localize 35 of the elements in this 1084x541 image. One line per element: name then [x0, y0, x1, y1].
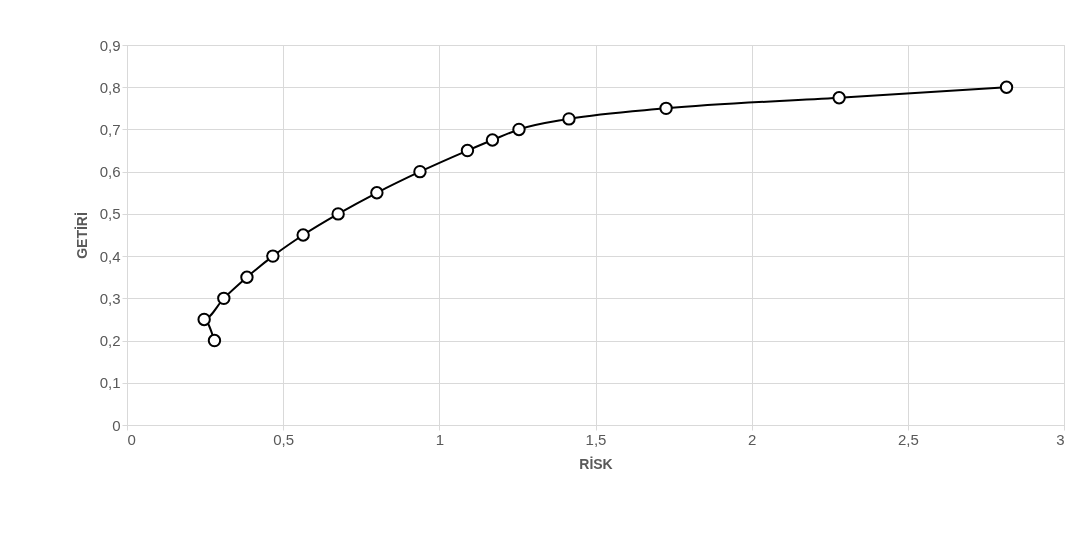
- y-tick-label: 0,7: [99, 120, 121, 138]
- y-tick-label: 0,4: [99, 247, 121, 265]
- point: [217, 291, 231, 306]
- point: [197, 312, 211, 327]
- point: [562, 112, 576, 126]
- x-tick-label: 0: [127, 430, 136, 448]
- x-tick-label: 1: [435, 430, 445, 448]
- y-tick-label: 0,3: [99, 289, 121, 307]
- y-tick-label: 0,8: [99, 78, 121, 96]
- y-tick-label: 0,2: [99, 332, 121, 350]
- point: [331, 207, 345, 221]
- x-tick-label: 2: [747, 430, 757, 448]
- x-tick-label: 2,5: [897, 430, 919, 448]
- point: [659, 101, 673, 116]
- x-axis-title: RİSK: [579, 455, 613, 472]
- point: [370, 186, 384, 200]
- y-tick-label: 0,6: [99, 163, 121, 181]
- point: [460, 143, 475, 158]
- y-tick-label: 0,9: [99, 36, 121, 54]
- point: [266, 249, 280, 263]
- y-axis-title: GETİRİ: [73, 212, 90, 259]
- point: [485, 133, 500, 147]
- y-tick-label: 0,1: [99, 374, 121, 392]
- x-tick-label: 1,5: [585, 430, 607, 448]
- point: [999, 80, 1014, 94]
- point: [296, 228, 310, 242]
- point: [207, 333, 222, 348]
- point: [240, 270, 254, 284]
- point: [413, 164, 427, 179]
- y-tick-label: 0,5: [99, 205, 121, 223]
- point: [832, 91, 846, 105]
- x-tick-label: 0,5: [273, 430, 295, 448]
- y-tick-label: 0: [112, 416, 121, 434]
- point: [512, 122, 526, 137]
- x-tick-label: 3: [1056, 430, 1065, 448]
